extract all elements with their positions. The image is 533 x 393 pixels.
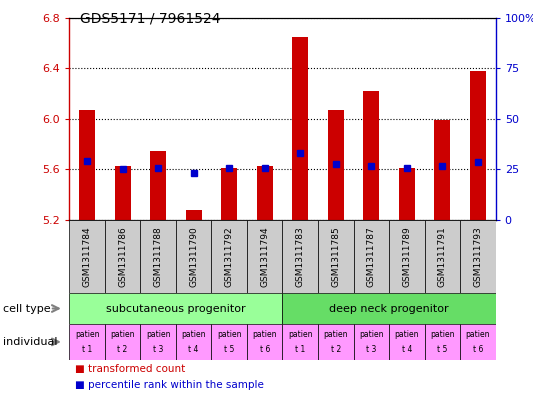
- Bar: [470, 71, 486, 220]
- Text: GSM1311788: GSM1311788: [154, 226, 163, 287]
- Text: GSM1311789: GSM1311789: [402, 226, 411, 287]
- Text: t 5: t 5: [437, 345, 448, 354]
- Bar: [140, 324, 176, 360]
- Bar: [115, 166, 131, 220]
- Bar: [79, 110, 95, 220]
- Text: ■ percentile rank within the sample: ■ percentile rank within the sample: [75, 380, 263, 390]
- Bar: [282, 220, 318, 293]
- Text: t 2: t 2: [330, 345, 341, 354]
- Text: GSM1311793: GSM1311793: [473, 226, 482, 287]
- Bar: [353, 220, 389, 293]
- Text: patien: patien: [110, 330, 135, 339]
- Bar: [185, 210, 201, 220]
- Text: GSM1311786: GSM1311786: [118, 226, 127, 287]
- Text: GSM1311790: GSM1311790: [189, 226, 198, 287]
- Bar: [460, 324, 496, 360]
- Bar: [247, 220, 282, 293]
- Text: patien: patien: [253, 330, 277, 339]
- Bar: [257, 166, 273, 220]
- Text: t 4: t 4: [402, 345, 412, 354]
- Text: patien: patien: [430, 330, 455, 339]
- Text: t 1: t 1: [295, 345, 305, 354]
- Text: subcutaneous progenitor: subcutaneous progenitor: [106, 303, 246, 314]
- Text: t 6: t 6: [260, 345, 270, 354]
- Text: ■ transformed count: ■ transformed count: [75, 364, 185, 375]
- Text: GSM1311783: GSM1311783: [296, 226, 305, 287]
- Text: t 3: t 3: [366, 345, 376, 354]
- Bar: [105, 220, 140, 293]
- Bar: [399, 168, 415, 220]
- Bar: [282, 324, 318, 360]
- Bar: [364, 91, 379, 220]
- Text: t 6: t 6: [473, 345, 483, 354]
- Text: GSM1311794: GSM1311794: [260, 226, 269, 287]
- Text: t 5: t 5: [224, 345, 235, 354]
- Text: cell type: cell type: [3, 303, 50, 314]
- Bar: [318, 324, 353, 360]
- Text: patien: patien: [288, 330, 312, 339]
- Bar: [425, 220, 460, 293]
- Text: patien: patien: [146, 330, 171, 339]
- Text: individual: individual: [3, 337, 57, 347]
- Bar: [425, 324, 460, 360]
- Text: GSM1311787: GSM1311787: [367, 226, 376, 287]
- Bar: [460, 220, 496, 293]
- Text: deep neck progenitor: deep neck progenitor: [329, 303, 449, 314]
- Text: patien: patien: [394, 330, 419, 339]
- Bar: [176, 220, 212, 293]
- Text: GSM1311785: GSM1311785: [332, 226, 340, 287]
- Text: patien: patien: [324, 330, 348, 339]
- Bar: [212, 220, 247, 293]
- Bar: [389, 220, 425, 293]
- Text: GSM1311792: GSM1311792: [225, 226, 233, 287]
- Bar: [292, 37, 308, 220]
- Bar: [328, 110, 344, 220]
- Bar: [69, 220, 105, 293]
- Text: t 3: t 3: [153, 345, 163, 354]
- Bar: [389, 324, 425, 360]
- Bar: [318, 220, 353, 293]
- Bar: [140, 220, 176, 293]
- Bar: [150, 151, 166, 220]
- Text: patien: patien: [75, 330, 99, 339]
- Text: GSM1311784: GSM1311784: [83, 226, 92, 287]
- Text: patien: patien: [181, 330, 206, 339]
- Bar: [247, 324, 282, 360]
- Text: patien: patien: [466, 330, 490, 339]
- Text: patien: patien: [359, 330, 384, 339]
- Bar: [212, 324, 247, 360]
- Bar: [221, 168, 237, 220]
- Text: patien: patien: [217, 330, 241, 339]
- Text: GSM1311791: GSM1311791: [438, 226, 447, 287]
- Bar: [282, 293, 496, 324]
- Bar: [69, 324, 105, 360]
- Bar: [434, 120, 450, 220]
- Bar: [69, 293, 282, 324]
- Text: t 1: t 1: [82, 345, 92, 354]
- Text: t 2: t 2: [117, 345, 128, 354]
- Bar: [353, 324, 389, 360]
- Bar: [105, 324, 140, 360]
- Bar: [176, 324, 212, 360]
- Text: t 4: t 4: [189, 345, 199, 354]
- Text: GDS5171 / 7961524: GDS5171 / 7961524: [80, 12, 221, 26]
